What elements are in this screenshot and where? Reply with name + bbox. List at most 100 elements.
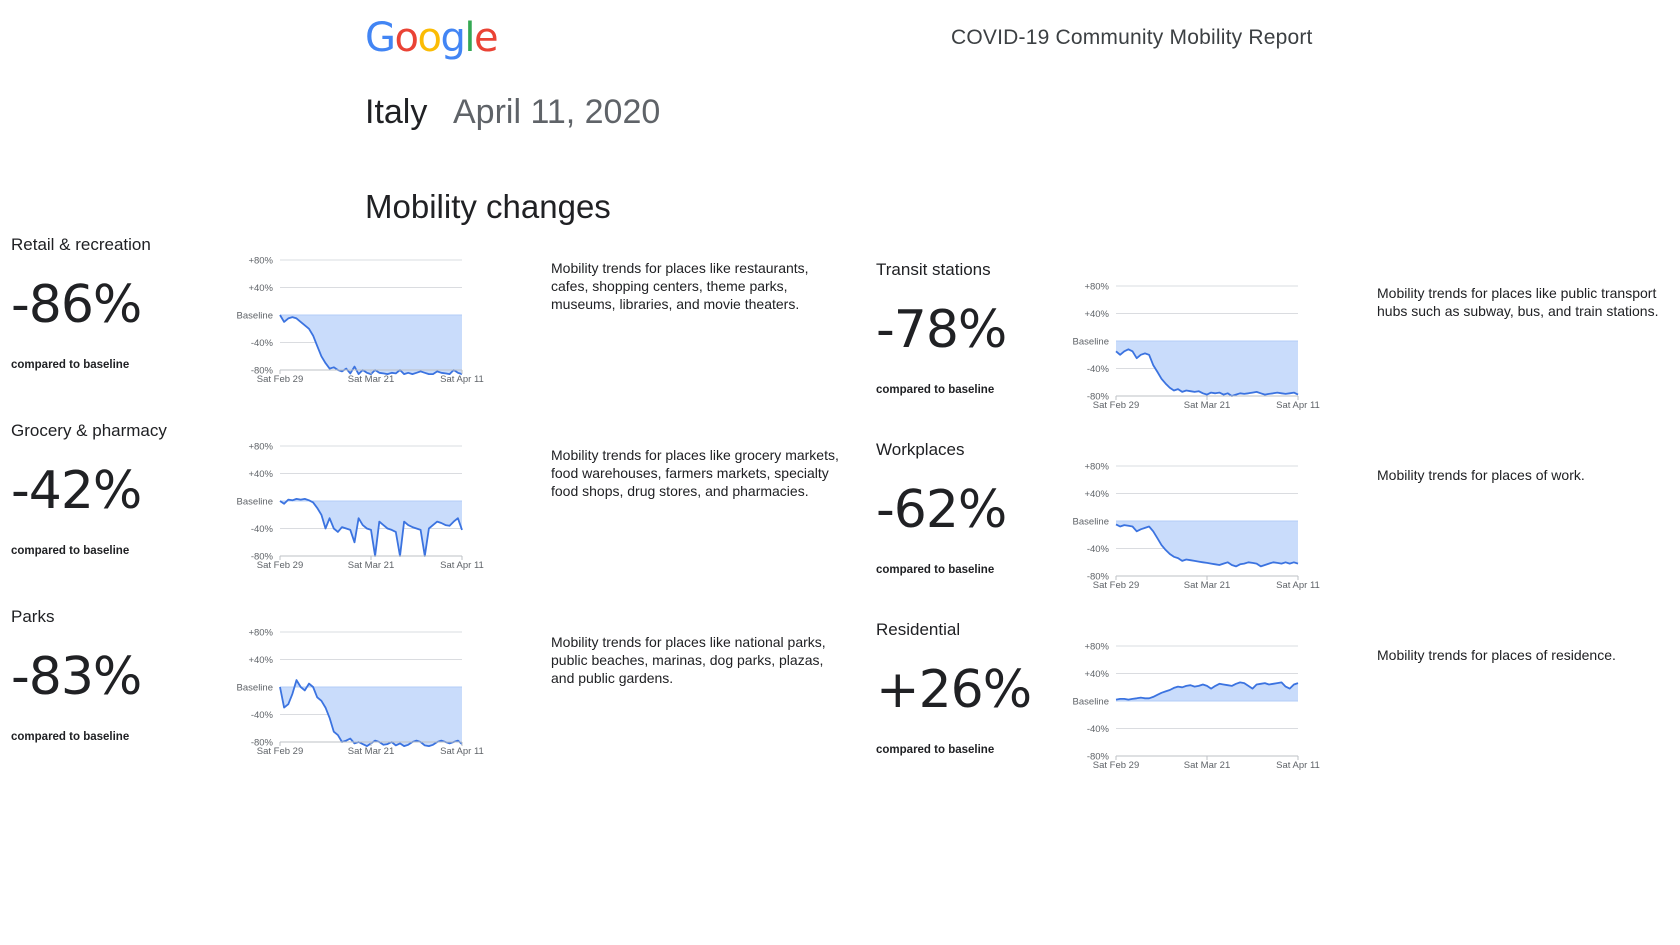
area-fill	[1116, 521, 1298, 567]
y-tick-label: +40%	[1084, 489, 1109, 500]
y-tick-label: -40%	[1087, 544, 1110, 555]
category-name: Grocery & pharmacy	[11, 421, 167, 440]
area-fill	[1116, 682, 1298, 701]
category-grocery-pharmacy: Grocery & pharmacy -42% compared to base…	[11, 421, 571, 571]
y-tick-label: Baseline	[237, 497, 273, 508]
y-tick-label: +40%	[248, 283, 273, 294]
category-description: Mobility trends for places like restaura…	[551, 260, 809, 312]
mobility-chart-workplaces: +80% +40% Baseline -40% -80%Sat Feb 29 Sat Ma…	[1073, 462, 1320, 592]
y-tick-label: -40%	[251, 710, 274, 721]
section-title: Mobility changes	[365, 188, 611, 225]
logo-letter: g	[440, 15, 465, 61]
category-change-value: -62%	[876, 480, 1007, 540]
y-tick-label: -80%	[1087, 752, 1110, 763]
category-caption: compared to baseline	[11, 731, 130, 743]
y-tick-label: -80%	[251, 738, 274, 749]
category-workplaces: Workplaces -62% compared to baseline	[876, 440, 1436, 590]
y-tick-label: +80%	[1084, 642, 1109, 653]
x-tick-label: Sat Mar 21	[348, 746, 394, 757]
category-name: Retail & recreation	[11, 235, 151, 254]
x-tick-label: Sat Apr 11	[440, 560, 484, 571]
category-retail-recreation: Retail & recreation -86% compared to bas…	[11, 235, 571, 385]
x-tick-label: Sat Mar 21	[1184, 580, 1230, 591]
series-line	[1115, 523, 1299, 568]
mobility-chart-residential: +80% +40% Baseline -40% -80%Sat Feb 29 Sat Ma…	[1073, 642, 1320, 772]
y-tick-label: +80%	[248, 256, 273, 267]
area-fill	[280, 315, 462, 375]
report-title: COVID-19 Community Mobility Report	[951, 26, 1313, 49]
category-name: Residential	[876, 620, 961, 639]
y-tick-label: Baseline	[1073, 697, 1109, 708]
y-tick-label: Baseline	[1073, 337, 1109, 348]
y-tick-label: +80%	[1084, 282, 1109, 293]
google-logo: Google	[365, 14, 499, 62]
category-caption: compared to baseline	[11, 545, 130, 557]
logo-letter: l	[464, 15, 475, 61]
x-tick-label: Sat Feb 29	[257, 560, 303, 571]
area-fill	[280, 680, 462, 747]
category-change-value: -86%	[11, 275, 142, 335]
x-tick-label: Sat Mar 21	[1184, 400, 1230, 411]
x-tick-label: Sat Feb 29	[1093, 760, 1139, 771]
series-line	[279, 314, 463, 375]
category-description: Mobility trends for places of work.	[1377, 467, 1585, 483]
category-residential: Residential +26% compared to baseline	[876, 620, 1436, 770]
logo-letter: o	[394, 15, 419, 61]
category-caption: compared to baseline	[876, 744, 995, 756]
category-name: Transit stations	[876, 260, 991, 279]
x-tick-label: Sat Mar 21	[348, 560, 394, 571]
category-caption: compared to baseline	[876, 384, 995, 396]
y-tick-label: -80%	[251, 366, 274, 377]
y-tick-label: Baseline	[237, 311, 273, 322]
y-tick-label: -80%	[1087, 392, 1110, 403]
series-line	[279, 498, 463, 557]
category-description: Mobility trends for places like grocery …	[551, 447, 839, 499]
y-tick-label: -40%	[251, 338, 274, 349]
report-date: April 11, 2020	[453, 93, 661, 131]
category-name: Parks	[11, 607, 55, 626]
logo-letter: e	[473, 15, 499, 61]
x-tick-label: Sat Feb 29	[1093, 580, 1139, 591]
category-description: Mobility trends for places of residence.	[1377, 647, 1616, 663]
y-tick-label: +80%	[248, 628, 273, 639]
category-change-value: -78%	[876, 300, 1007, 360]
x-tick-label: Sat Feb 29	[257, 746, 303, 757]
country-name: Italy	[365, 93, 428, 131]
y-tick-label: -40%	[1087, 724, 1110, 735]
y-tick-label: +80%	[1084, 462, 1109, 473]
x-tick-label: Sat Apr 11	[440, 746, 484, 757]
y-tick-label: +40%	[1084, 309, 1109, 320]
mobility-chart-transit-stations: +80% +40% Baseline -40% -80%Sat Feb 29 Sat Ma…	[1073, 282, 1320, 412]
category-caption: compared to baseline	[11, 359, 130, 371]
area-fill	[280, 498, 462, 556]
area-fill	[1116, 341, 1298, 396]
category-name: Workplaces	[876, 440, 965, 459]
series-line	[1115, 348, 1299, 397]
x-tick-label: Sat Apr 11	[1276, 400, 1320, 411]
category-caption: compared to baseline	[876, 564, 995, 576]
category-description: Mobility trends for places like public t…	[1377, 285, 1659, 319]
mobility-chart-grocery-pharmacy: +80% +40% Baseline -40% -80%Sat Feb 29 Sat Ma…	[237, 442, 484, 572]
category-parks: Parks -83% compared to baseline	[11, 607, 571, 757]
x-tick-label: Sat Feb 29	[1093, 400, 1139, 411]
y-tick-label: +40%	[248, 469, 273, 480]
y-tick-label: Baseline	[1073, 517, 1109, 528]
y-tick-label: -40%	[1087, 364, 1110, 375]
y-tick-label: -80%	[251, 552, 274, 563]
category-change-value: +26%	[876, 660, 1032, 720]
x-tick-label: Sat Apr 11	[1276, 760, 1320, 771]
y-tick-label: -80%	[1087, 572, 1110, 583]
x-tick-label: Sat Mar 21	[348, 374, 394, 385]
category-description: Mobility trends for places like national…	[551, 634, 826, 686]
mobility-chart-parks: +80% +40% Baseline -40% -80%Sat Feb 29 Sat Ma…	[237, 628, 484, 758]
x-tick-label: Sat Mar 21	[1184, 760, 1230, 771]
logo-letter: G	[365, 15, 396, 61]
y-tick-label: Baseline	[237, 683, 273, 694]
y-tick-label: +40%	[248, 655, 273, 666]
category-transit-stations: Transit stations -78% compared to baseli…	[876, 260, 1436, 410]
mobility-chart-retail-recreation: +80% +40% Baseline -40% -80%Sat Feb 29 Sat Ma…	[237, 256, 484, 386]
x-tick-label: Sat Apr 11	[440, 374, 484, 385]
category-change-value: -42%	[11, 461, 142, 521]
x-tick-label: Sat Feb 29	[257, 374, 303, 385]
category-change-value: -83%	[11, 647, 142, 707]
